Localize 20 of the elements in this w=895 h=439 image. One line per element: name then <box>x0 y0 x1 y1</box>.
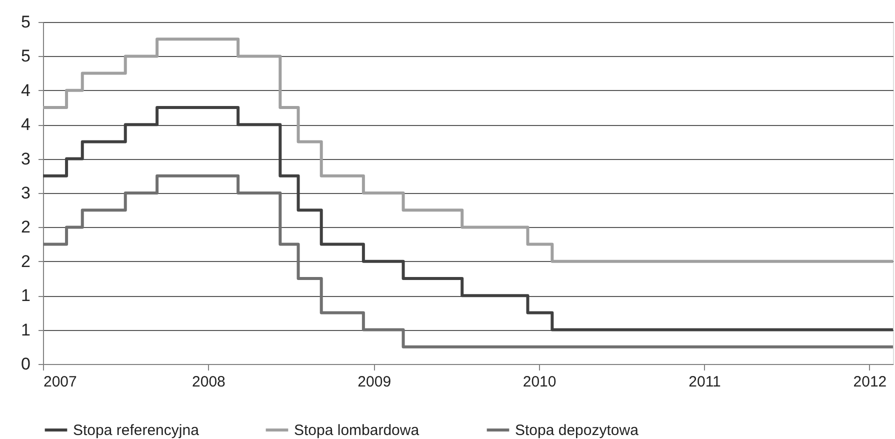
x-tick-label: 2011 <box>688 374 721 390</box>
y-tick-label: 5 <box>21 12 30 32</box>
y-tick-label: 4 <box>21 115 30 134</box>
y-tick-label: 3 <box>21 184 30 202</box>
y-tick-label: 0 <box>21 354 30 374</box>
x-tick-label: 2012 <box>853 374 887 390</box>
legend-label: Stopa lombardowa <box>294 422 420 439</box>
y-tick-label: 1 <box>21 286 30 306</box>
y-tick-label: 2 <box>21 252 30 271</box>
x-tick-label: 2008 <box>192 374 226 390</box>
y-tick-label: 2 <box>21 218 30 237</box>
legend-label: Stopa referencyjna <box>73 422 200 439</box>
y-tick-label: 1 <box>21 320 30 340</box>
x-tick-label: 2010 <box>522 374 556 390</box>
y-tick-label: 3 <box>21 149 30 168</box>
x-tick-label: 2007 <box>44 374 77 390</box>
y-tick-label: 5 <box>21 46 30 66</box>
legend-label: Stopa depozytowa <box>515 422 640 439</box>
x-tick-label: 2009 <box>358 374 392 390</box>
y-tick-label: 4 <box>21 80 30 100</box>
